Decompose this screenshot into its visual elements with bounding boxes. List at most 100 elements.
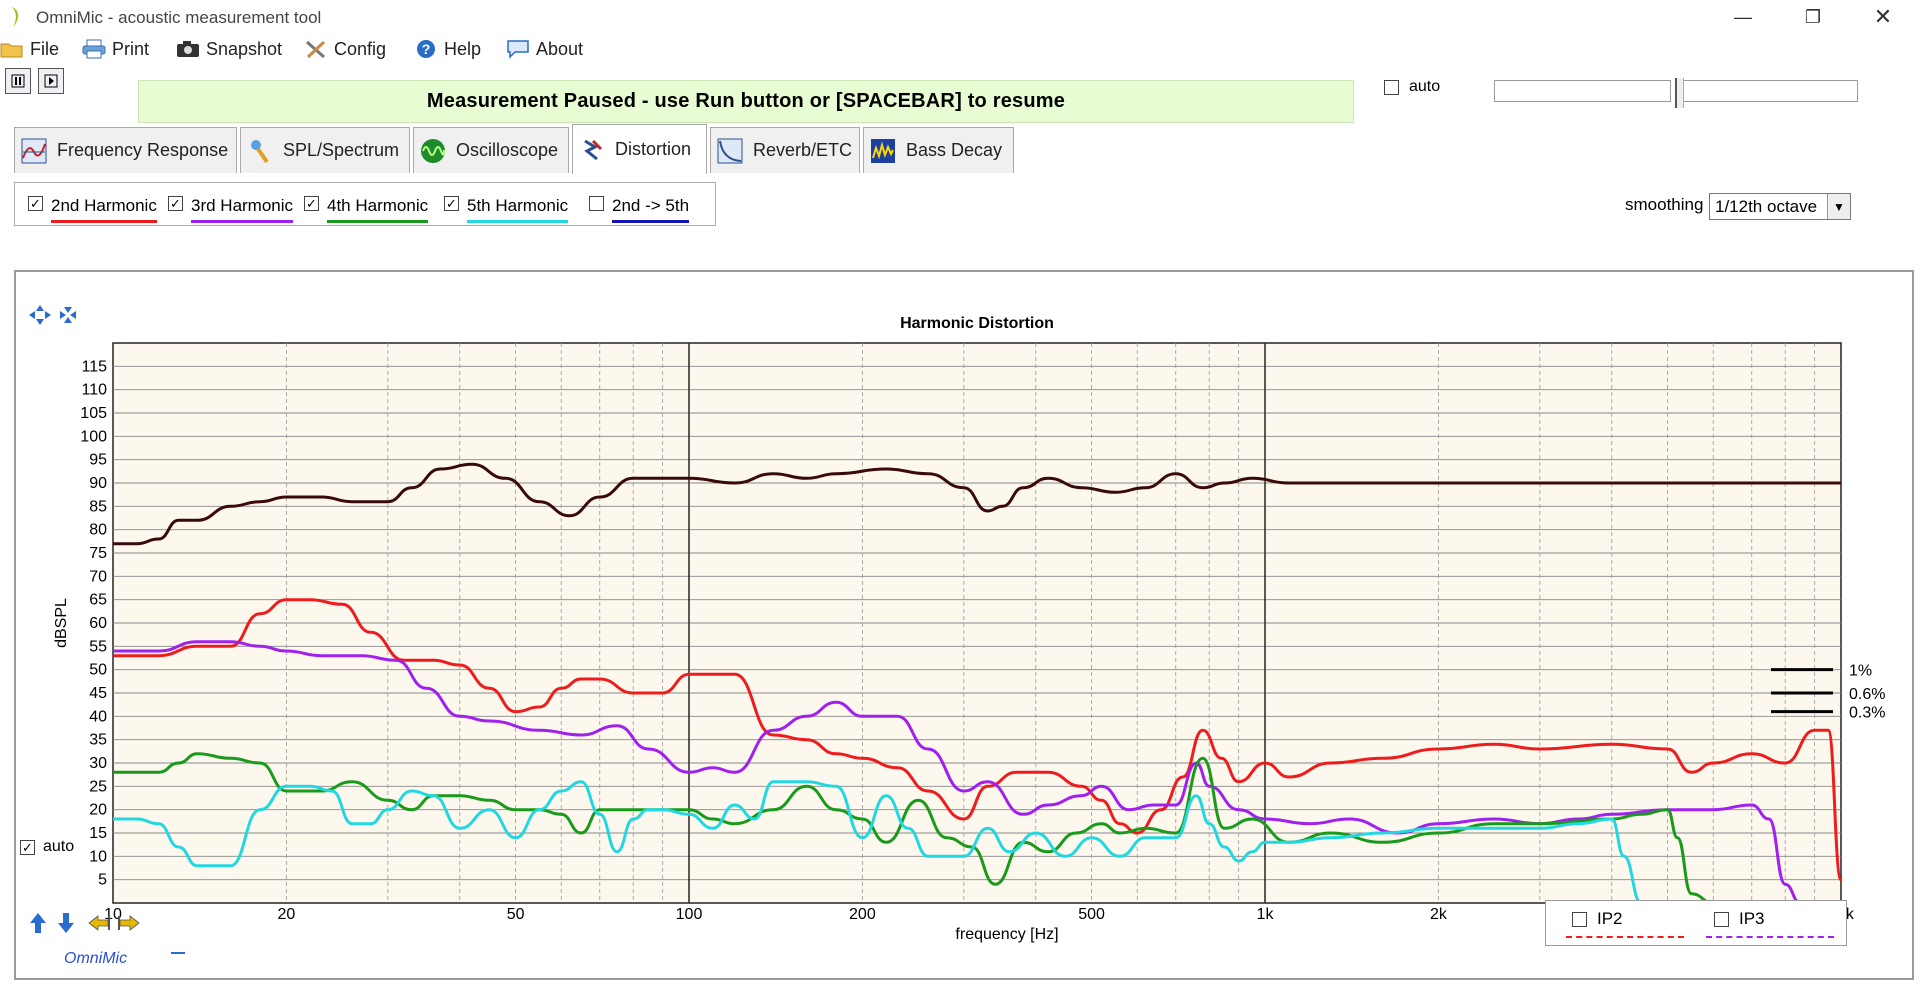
y-tick-label: 65 [89,592,107,609]
harmonic-4th-toggle[interactable]: ✓ 4th Harmonic [304,196,429,223]
level-slider-right[interactable] [1678,80,1858,102]
y-axis-label: dBSPL [53,598,70,648]
shift-left-icon[interactable] [88,912,112,934]
svg-text:?: ? [422,41,431,57]
top-auto-label: auto [1409,78,1441,95]
run-button[interactable] [38,68,64,94]
menu-snapshot-label: Snapshot [206,38,283,59]
ip3-toggle[interactable]: IP3 [1714,909,1765,929]
menu-config[interactable]: Config [304,36,386,62]
omnimic-brand: OmniMic [64,950,128,967]
tab-distortion-label: Distortion [615,139,692,159]
status-banner: Measurement Paused - use Run button or [… [138,80,1354,123]
slider-thumb[interactable] [1675,78,1684,108]
tab-reverb-etc[interactable]: Reverb/ETC [710,127,860,173]
harmonic-3rd-label: 3rd Harmonic [191,196,294,223]
tab-spl-spectrum-label: SPL/Spectrum [283,140,400,160]
harmonic-3rd-toggle[interactable]: ✓ 3rd Harmonic [168,196,294,223]
zoom-in-icon[interactable] [28,304,52,326]
tab-oscilloscope[interactable]: Oscilloscope [413,127,569,173]
close-button[interactable]: ✕ [1873,4,1893,29]
tools-icon [306,40,326,59]
y-tick-label: 110 [81,382,107,399]
harmonic-5th-check: ✓ [444,196,459,211]
harmonic-2nd-check: ✓ [28,196,43,211]
series-h2 [113,598,1843,882]
y-tick-label: 25 [89,778,107,795]
ip2-line [1566,936,1684,938]
top-auto-check [1384,79,1399,95]
y-tick-label: 15 [89,825,107,842]
microphone-icon [251,139,269,163]
y-tick-label: 75 [89,545,107,562]
frequency-response-icon [21,138,47,163]
tab-frequency-response[interactable]: Frequency Response [14,127,237,173]
ip2-check [1572,911,1587,927]
ip3-label: IP3 [1739,909,1765,928]
tab-bass-decay[interactable]: Bass Decay [863,127,1014,173]
level-slider-left[interactable] [1494,80,1671,102]
menu-about[interactable]: About [506,36,583,62]
plot-auto-check: ✓ [20,839,35,855]
zoom-out-icon[interactable] [56,304,80,326]
y-tick-label: 40 [89,708,107,725]
smoothing-value: 1/12th octave [1715,196,1818,216]
ip3-line [1706,936,1834,938]
app-logo-icon [12,7,19,27]
reverb-icon [717,138,743,163]
x-tick-label: 500 [1078,906,1105,923]
menu-file-label: File [30,38,60,59]
smoothing-label: smoothing [1625,195,1704,214]
top-auto-checkbox[interactable]: auto [1384,78,1440,96]
menu-file[interactable]: File [0,36,59,62]
shift-down-icon[interactable] [54,912,78,934]
menu-snapshot[interactable]: Snapshot [176,36,282,62]
y-tick-label: 50 [89,662,107,679]
y-tick-label: 80 [89,522,107,539]
intermod-selector: IP2 IP3 [1545,900,1847,946]
restore-button[interactable]: ❐ [1804,6,1822,27]
x-tick-label: 100 [676,906,703,923]
tab-frequency-response-label: Frequency Response [57,140,229,160]
plot-auto-checkbox[interactable]: ✓ auto [20,838,74,856]
chart-title: Harmonic Distortion [900,315,1054,332]
title-bar: OmniMic - acoustic measurement tool — ❐ … [0,0,1920,34]
harmonic-3rd-check: ✓ [168,196,183,211]
harmonic-4th-label: 4th Harmonic [327,196,429,223]
x-tick-label: 2k [1430,906,1448,923]
percent-marker-label: 0.3% [1849,705,1885,722]
y-tick-label: 85 [89,498,107,515]
tab-reverb-etc-label: Reverb/ETC [753,140,853,160]
y-tick-label: 100 [80,428,107,445]
tab-distortion[interactable]: Distortion [572,124,707,174]
y-tick-label: 5 [98,872,107,889]
menu-print[interactable]: Print [82,36,149,62]
camera-icon [177,41,199,57]
y-tick-label: 60 [89,615,107,632]
harmonic-2nd-5th-label: 2nd -> 5th [612,196,690,223]
harmonic-2nd-toggle[interactable]: ✓ 2nd Harmonic [28,196,157,223]
shift-up-icon[interactable] [26,912,50,934]
shift-right-icon[interactable] [116,912,140,934]
play-icon [44,74,58,88]
y-tick-label: 35 [89,732,107,749]
tab-bass-decay-label: Bass Decay [906,140,1003,160]
distortion-chart[interactable]: 5 10 15 20 25 30 35 40 45 50 55 60 65 70 75 80 85 90 95 100… [16,272,1912,978]
tab-spl-spectrum[interactable]: SPL/Spectrum [240,127,410,173]
menu-print-label: Print [112,38,150,59]
minimize-button[interactable]: — [1734,6,1752,27]
smoothing-dropdown[interactable]: 1/12th octave ▼ [1709,193,1851,220]
ip3-check [1714,911,1729,927]
ip2-toggle[interactable]: IP2 [1572,909,1623,929]
menu-help[interactable]: ? Help [414,36,481,62]
pause-button[interactable] [5,68,31,94]
harmonic-5th-toggle[interactable]: ✓ 5th Harmonic [444,196,569,223]
y-tick-label: 10 [89,848,107,865]
chevron-down-icon: ▼ [1827,194,1850,219]
x-tick-label: 20 [277,906,295,923]
plot-panel: 5 10 15 20 25 30 35 40 45 50 55 60 65 70 75 80 85 90 95 100… [14,270,1914,980]
harmonic-2nd-5th-toggle[interactable]: 2nd -> 5th [589,196,690,223]
y-tick-label: 30 [89,755,107,772]
pause-icon [11,74,25,88]
y-tick-label: 90 [89,475,107,492]
